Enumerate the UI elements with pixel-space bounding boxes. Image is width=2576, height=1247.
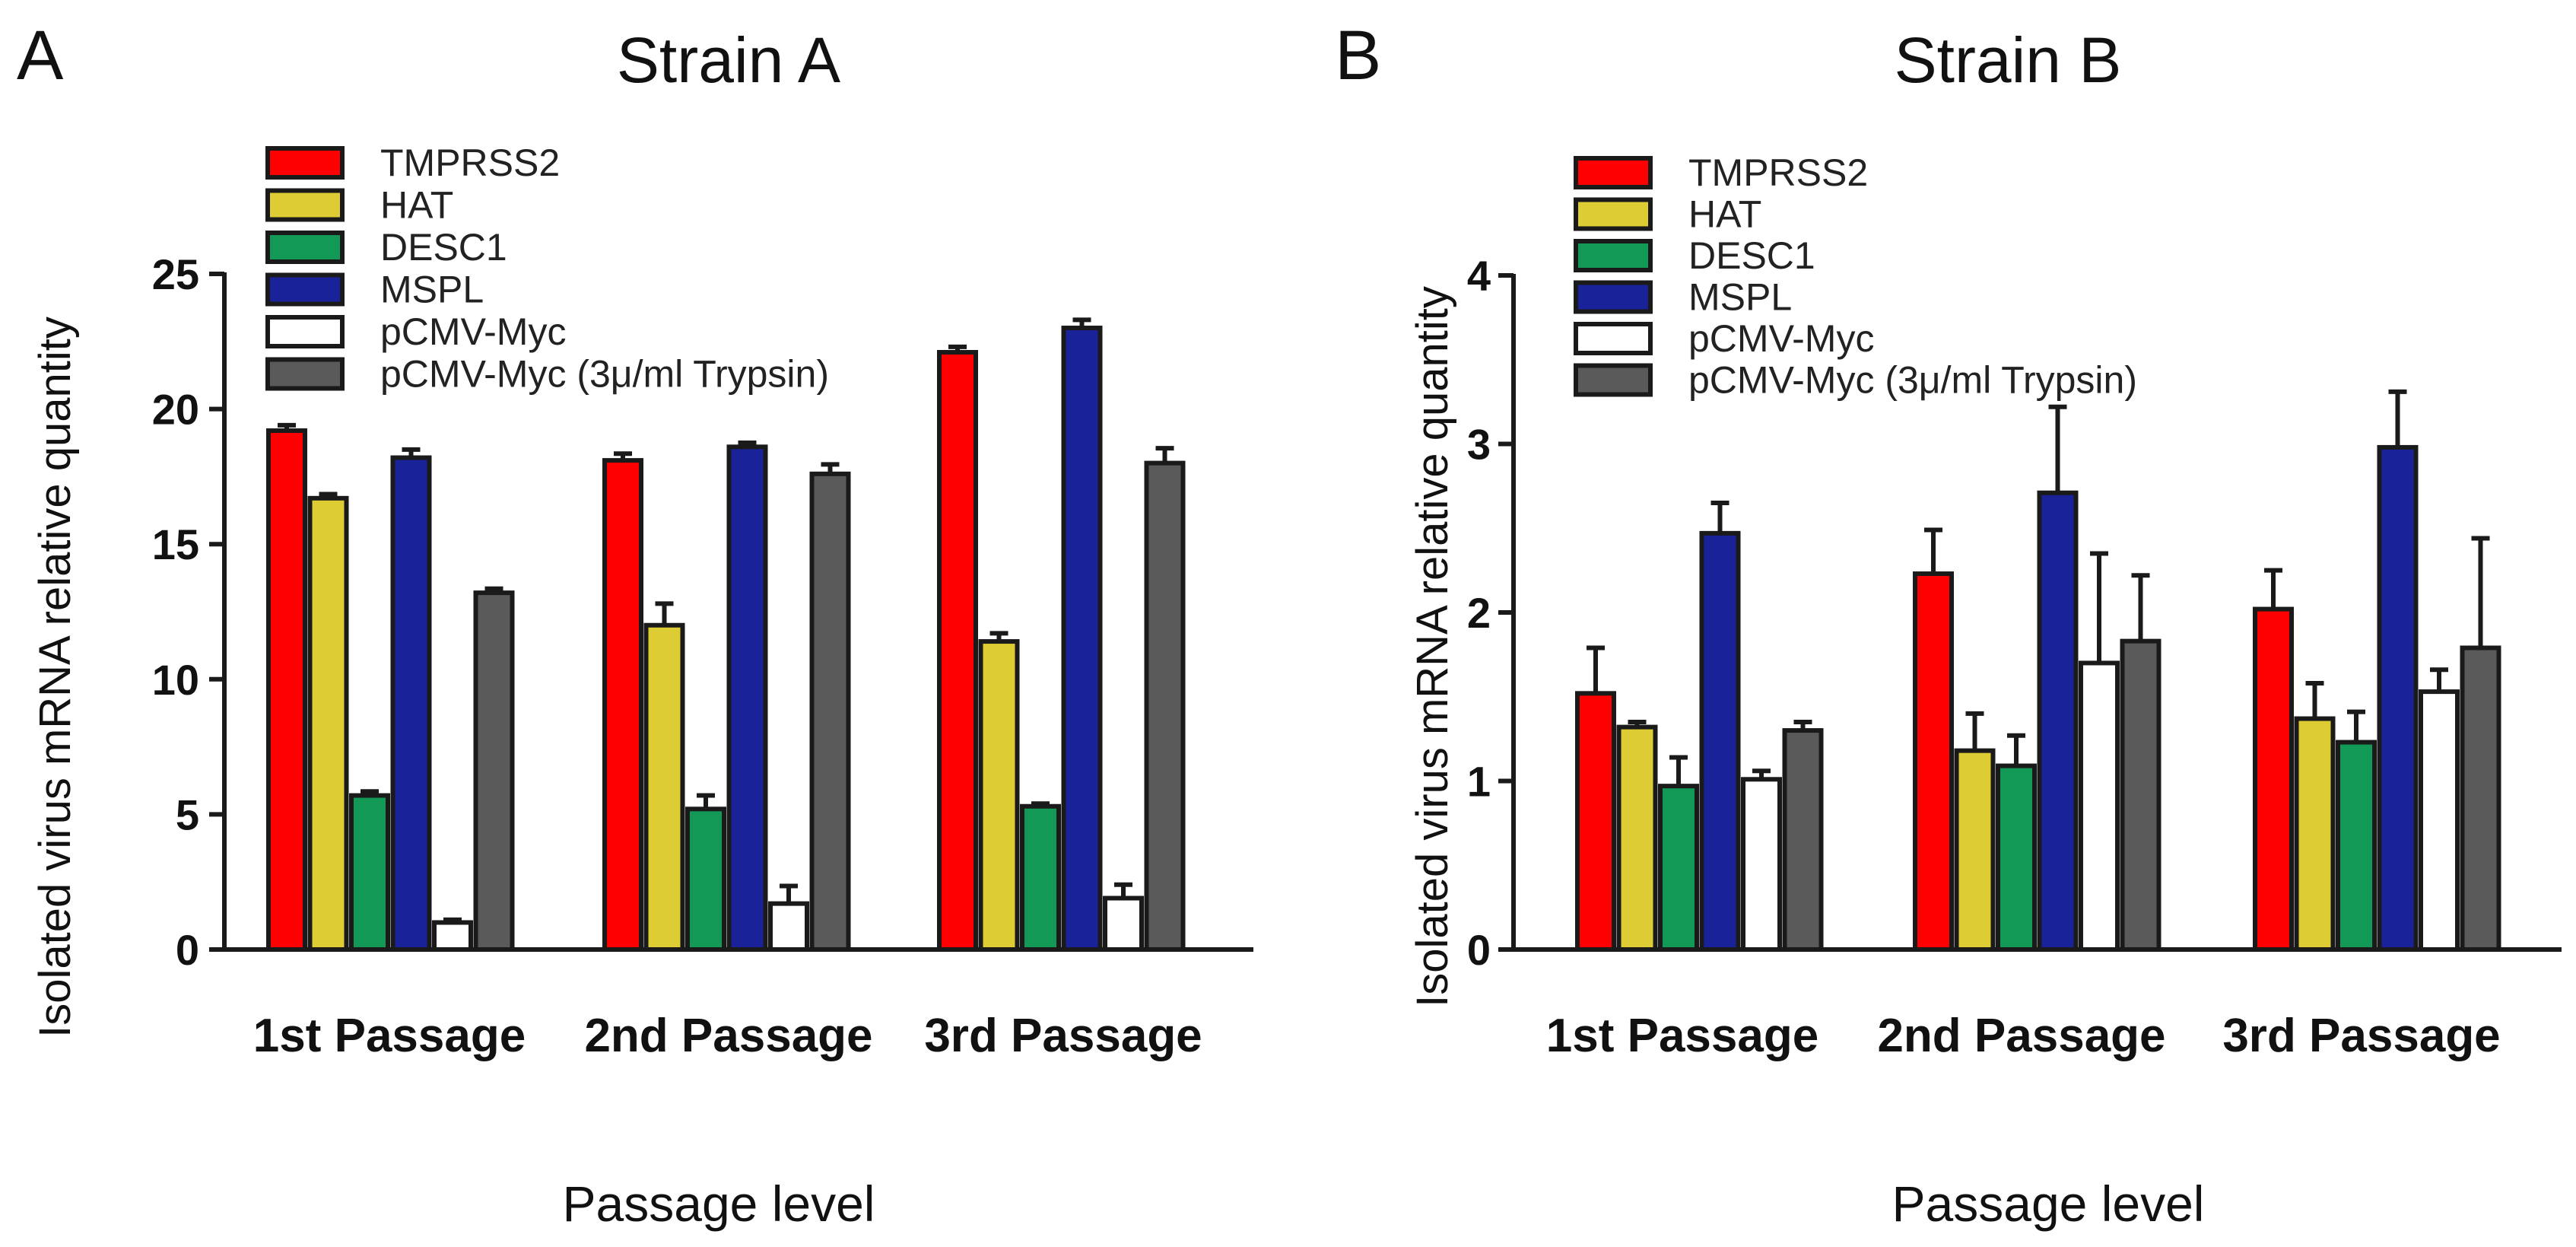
legend-swatch-b-0 <box>1574 156 1653 189</box>
y-tick-label-a-5: 5 <box>176 791 199 838</box>
panel-letter-b: B <box>1335 17 1381 94</box>
category-label-a-0: 1st Passage <box>253 1010 526 1062</box>
y-tick-label-a-10: 10 <box>152 656 199 704</box>
legend-swatch-a-3 <box>265 272 345 307</box>
bar-a-s0-c0 <box>266 428 307 952</box>
legend-label-b-4: pCMV-Myc <box>1688 317 1874 360</box>
legend-swatch-a-0 <box>265 146 345 180</box>
y-tick-label-b-1: 1 <box>1467 758 1491 806</box>
bar-b-s1-c2 <box>2294 716 2336 952</box>
bar-a-s3-c2 <box>1061 326 1103 953</box>
bar-b-s5-c0 <box>1782 728 1824 952</box>
bar-a-s3-c1 <box>726 444 768 952</box>
y-tick-label-b-2: 2 <box>1467 589 1491 637</box>
bar-b-s5-c2 <box>2460 645 2501 952</box>
category-label-b-0: 1st Passage <box>1546 1010 1818 1062</box>
category-label-b-1: 2nd Passage <box>1877 1010 2165 1062</box>
bar-a-s2-c2 <box>1020 803 1061 953</box>
legend-swatch-b-1 <box>1574 197 1653 231</box>
bar-b-s5-c1 <box>2120 638 2161 953</box>
legend-swatch-a-5 <box>265 357 345 391</box>
bar-a-s3-c0 <box>390 455 432 952</box>
bar-a-s2-c0 <box>349 793 390 953</box>
bar-a-s5-c0 <box>473 590 515 952</box>
panel-letter-a: A <box>17 17 64 94</box>
legend-swatch-a-1 <box>265 188 345 222</box>
legend-swatch-b-3 <box>1574 280 1653 314</box>
bar-b-s2-c0 <box>1658 784 1699 953</box>
chart-title-b: Strain B <box>1895 24 2122 96</box>
legend-swatch-b-2 <box>1574 239 1653 272</box>
legend-label-b-5: pCMV-Myc (3μ/ml Trypsin) <box>1688 359 2137 402</box>
bar-b-s1-c1 <box>1954 748 1996 952</box>
legend-label-a-0: TMPRSS2 <box>380 142 560 184</box>
legend-label-b-1: HAT <box>1688 193 1761 236</box>
legend-label-a-2: DESC1 <box>380 226 507 269</box>
legend-label-a-1: HAT <box>380 184 453 227</box>
bar-b-s0-c0 <box>1575 691 1616 952</box>
bar-a-s1-c2 <box>978 639 1020 953</box>
legend-swatch-a-2 <box>265 231 345 264</box>
bar-a-s2-c1 <box>685 806 726 953</box>
bar-b-s3-c0 <box>1699 530 1741 952</box>
y-tick-label-a-25: 25 <box>152 250 199 298</box>
bar-b-s4-c0 <box>1741 777 1782 953</box>
bar-b-s0-c2 <box>2253 606 2294 952</box>
legend-label-a-5: pCMV-Myc (3μ/ml Trypsin) <box>380 353 829 396</box>
category-label-a-1: 2nd Passage <box>584 1010 872 1062</box>
bar-a-s1-c0 <box>307 495 349 952</box>
legend-label-a-4: pCMV-Myc <box>380 310 566 353</box>
bar-a-s0-c2 <box>937 350 978 952</box>
y-axis-label-a: Isolated virus mRNA relative quantity <box>30 317 80 1038</box>
x-axis-label-b: Passage level <box>1892 1175 2205 1232</box>
bar-a-s4-c1 <box>768 901 809 952</box>
bar-b-s2-c1 <box>1996 763 2037 952</box>
chart-title-a: Strain A <box>617 24 840 96</box>
y-axis-label-b: Isolated virus mRNA relative quantity <box>1408 286 1457 1007</box>
x-axis-label-a: Passage level <box>563 1175 875 1232</box>
bar-b-s2-c2 <box>2336 740 2377 952</box>
y-tick-label-a-20: 20 <box>152 386 199 434</box>
y-tick-label-a-15: 15 <box>152 520 199 568</box>
bar-b-s4-c1 <box>2079 660 2120 952</box>
y-tick-label-b-4: 4 <box>1467 252 1491 300</box>
panel-a: A Strain A Isolated virus mRNA relative … <box>17 17 1253 1232</box>
bar-chart-a: 0 5 10 15 20 25 1st Passage 2nd Passage 3rd Pass… <box>152 142 1253 1062</box>
category-label-b-2: 3rd Passage <box>2222 1010 2500 1062</box>
y-tick-label-b-3: 3 <box>1467 421 1491 469</box>
bar-b-s4-c2 <box>2419 689 2460 952</box>
bar-a-s5-c1 <box>809 471 851 952</box>
legend-swatch-b-4 <box>1574 322 1653 355</box>
bar-a-s1-c1 <box>643 622 685 952</box>
category-label-a-2: 3rd Passage <box>924 1010 1202 1062</box>
legend-label-a-3: MSPL <box>380 269 484 311</box>
bar-a-s0-c1 <box>602 458 643 952</box>
bar-a-s5-c2 <box>1144 460 1186 952</box>
y-tick-label-a-0: 0 <box>176 926 199 974</box>
bar-chart-b: 0 1 2 3 4 1st Passage 2nd Passage 3rd Passage TM… <box>1467 151 2562 1062</box>
bar-b-s1-c0 <box>1616 724 1658 952</box>
bar-b-s3-c1 <box>2037 490 2079 952</box>
legend-label-b-2: DESC1 <box>1688 234 1815 277</box>
y-tick-label-b-0: 0 <box>1467 926 1491 974</box>
legend-label-b-0: TMPRSS2 <box>1688 151 1868 194</box>
bar-a-s4-c2 <box>1103 895 1144 952</box>
legend-swatch-b-5 <box>1574 363 1653 397</box>
bar-b-s3-c2 <box>2377 444 2419 952</box>
bar-b-s0-c1 <box>1913 571 1954 952</box>
legend-label-b-3: MSPL <box>1688 276 1792 319</box>
panel-b: B Strain B Isolated virus mRNA relative … <box>1335 17 2562 1232</box>
bar-a-s4-c0 <box>432 920 473 952</box>
legend-swatch-a-4 <box>265 315 345 348</box>
